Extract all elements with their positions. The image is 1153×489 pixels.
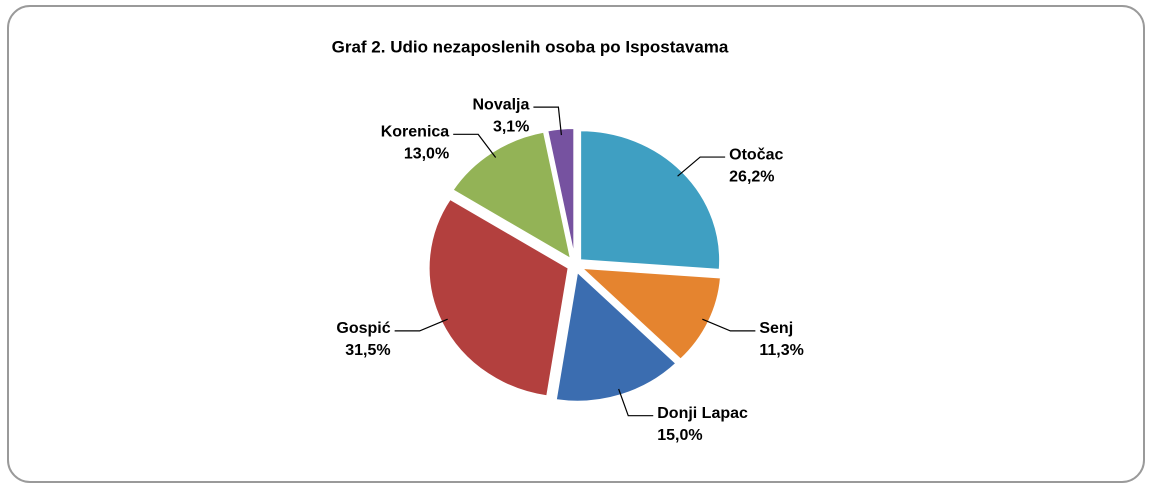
leader-line <box>533 106 562 136</box>
chart-frame <box>7 5 1145 483</box>
slice-value-label: 26,2% <box>729 168 774 185</box>
leader-line <box>394 318 448 332</box>
slice-label: Senj <box>759 320 793 337</box>
slice-label: Novalja <box>472 96 529 113</box>
slice-label: Otočac <box>729 146 783 163</box>
slice-label: Korenica <box>381 124 450 141</box>
chart-title: Graf 2. Udio nezaposlenih osoba po Ispos… <box>332 37 729 56</box>
slice-value-label: 31,5% <box>345 342 390 359</box>
slice-label: Donji Lapac <box>657 405 748 422</box>
slice-value-label: 15,0% <box>657 427 702 444</box>
leader-line <box>677 156 726 177</box>
slice-value-label: 13,0% <box>404 146 449 163</box>
slice-value-label: 3,1% <box>493 118 529 135</box>
leader-line <box>618 388 654 417</box>
slice-label: Gospić <box>336 320 390 337</box>
leader-line <box>702 318 756 332</box>
slice-value-label: 11,3% <box>759 342 803 359</box>
leader-line <box>453 133 497 158</box>
